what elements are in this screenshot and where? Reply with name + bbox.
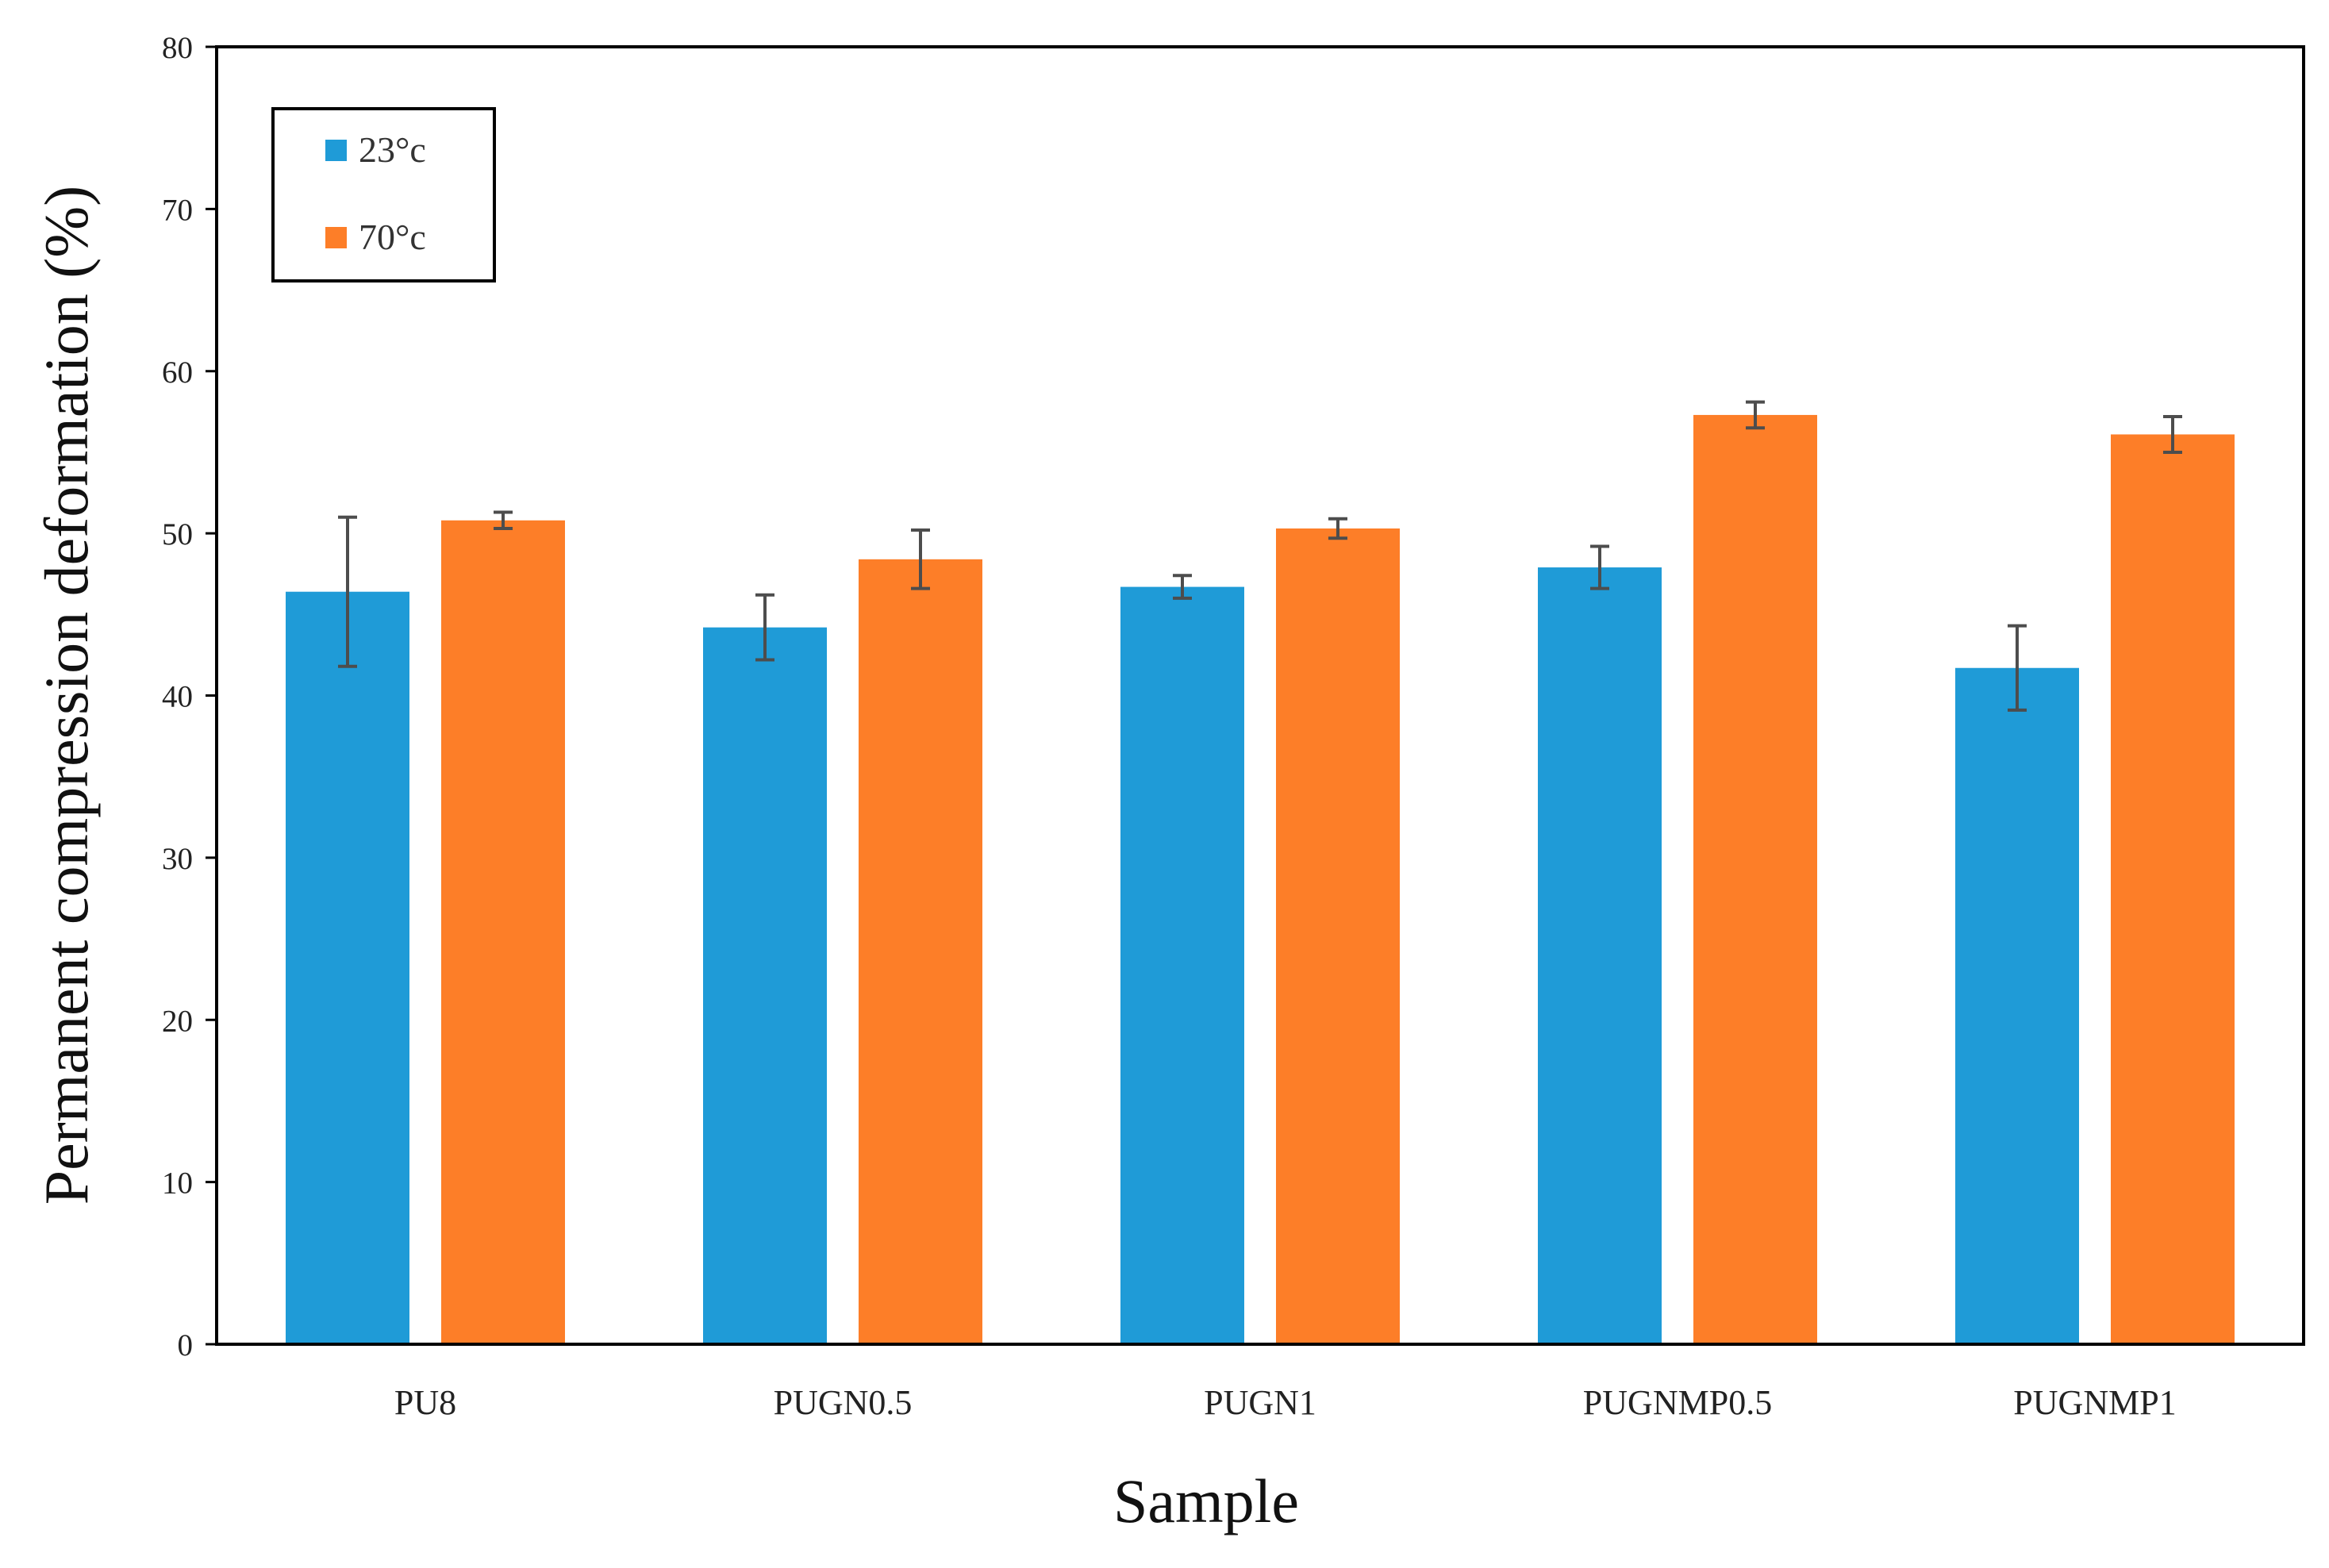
bar-23c-pugnmp1 (1955, 667, 2079, 1344)
bar-23c-pugn0-5 (703, 627, 827, 1344)
x-category-label: PUGNMP0.5 (1583, 1383, 1772, 1422)
y-tick-label: 60 (162, 355, 193, 390)
legend-label-23c: 23°c (359, 129, 426, 170)
y-axis-title: Permanent compression deformation (%) (32, 186, 101, 1205)
bar-70c-pugnmp0-5 (1693, 414, 1817, 1344)
bar-70c-pugn1 (1276, 528, 1400, 1344)
x-category-label: PUGNMP1 (2013, 1383, 2176, 1422)
y-tick-label: 40 (162, 680, 193, 714)
y-tick-label: 20 (162, 1004, 193, 1038)
bar-70c-pugn0-5 (859, 559, 982, 1344)
bar-70c-pu8 (441, 520, 565, 1344)
x-category-label: PUGN0.5 (774, 1383, 913, 1422)
legend: 23°c 70°c (271, 107, 496, 282)
x-category-label: PUGN1 (1204, 1383, 1316, 1422)
y-tick-label: 30 (162, 842, 193, 876)
bar-70c-pugnmp1 (2111, 434, 2235, 1344)
x-category-label: PU8 (394, 1383, 456, 1422)
legend-label-70c: 70°c (359, 217, 426, 257)
x-axis-title: Sample (1113, 1466, 1299, 1535)
legend-swatch-23c (325, 140, 347, 161)
y-tick-label: 80 (162, 31, 193, 65)
legend-swatch-70c (325, 227, 347, 248)
y-tick-label: 50 (162, 517, 193, 551)
legend-box (271, 107, 496, 282)
y-tick-label: 70 (162, 193, 193, 227)
y-tick-label: 0 (178, 1328, 194, 1362)
y-tick-label: 10 (162, 1166, 193, 1201)
bar-23c-pu8 (286, 591, 409, 1344)
bar-23c-pugnmp0-5 (1538, 567, 1662, 1344)
plot-area-frame (215, 45, 2305, 1346)
bar-23c-pugn1 (1120, 586, 1244, 1344)
